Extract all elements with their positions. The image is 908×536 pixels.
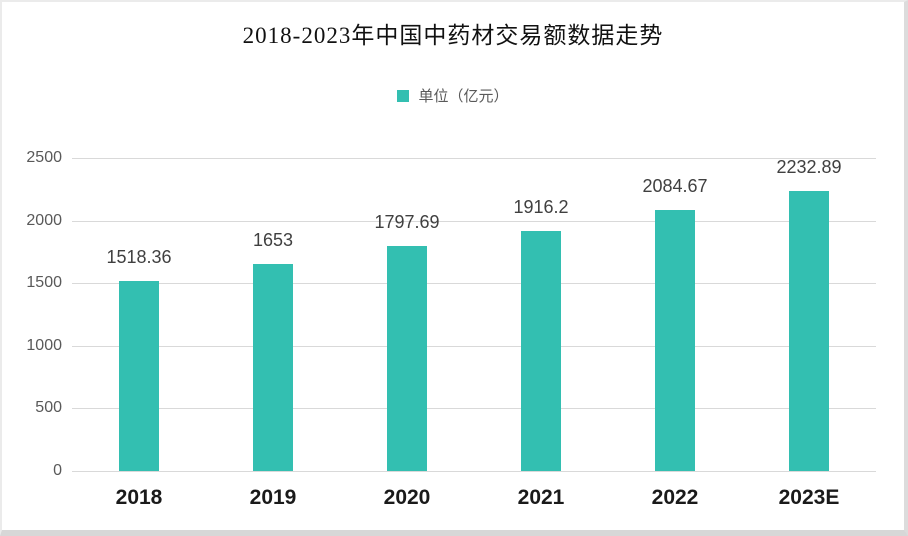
bar-2023E: [789, 191, 829, 471]
plot-area: 1518.36 1653 1797.69 1916.2 2084.67 2232.89: [72, 157, 876, 472]
bar-series: 1518.36 1653 1797.69 1916.2 2084.67 2232.89: [72, 157, 876, 471]
legend-swatch-icon: [397, 89, 410, 102]
bar-value-label-2020: 1797.69: [374, 211, 440, 232]
bar-value-label-2022: 2084.67: [642, 176, 708, 196]
y-tick-label-2000: 2000: [26, 211, 62, 229]
y-tick-label-500: 500: [35, 399, 62, 417]
bar-value-label-2023E: 2232.89: [776, 157, 842, 178]
bar-slot-2020: 1797.69: [340, 158, 474, 471]
legend: 单位（亿元）: [2, 85, 904, 106]
gridline-2500: [72, 158, 876, 159]
bar-2020: [387, 245, 427, 471]
x-tick-label-2019: 2019: [249, 486, 297, 509]
bar-value-label-2018: 1518.36: [106, 246, 172, 267]
gridline-0: [72, 471, 876, 472]
y-tick-label-2500: 2500: [26, 149, 62, 166]
x-tick-label-2018: 2018: [115, 486, 163, 509]
gridline-1500: [72, 283, 876, 285]
bar-2019: [253, 264, 293, 471]
chart-title: 2018-2023年中国中药材交易额数据走势: [242, 23, 664, 48]
y-tick-label-0: 0: [53, 462, 62, 479]
bar-slot-2019: 1653: [206, 158, 340, 471]
y-axis-tick-labels: 0 500 1000 1500 2000 2500: [2, 149, 62, 479]
bar-value-label-2019: 1653: [252, 230, 294, 250]
gridline-2000: [72, 220, 876, 222]
x-tick-label-2021: 2021: [517, 486, 565, 509]
legend-label: 单位（亿元）: [418, 88, 509, 105]
bar-2021: [521, 231, 561, 471]
bar-slot-2022: 2084.67: [608, 158, 742, 471]
bar-2022: [655, 210, 695, 471]
gridline-500: [72, 408, 876, 410]
x-tick-label-2022: 2022: [651, 486, 699, 509]
bar-slot-2018: 1518.36: [72, 158, 206, 471]
y-tick-label-1000: 1000: [26, 336, 62, 354]
y-tick-label-1500: 1500: [26, 274, 62, 292]
bar-slot-2021: 1916.2: [474, 158, 608, 471]
x-axis-tick-labels: 2018 2019 2020 2021 2022 2023E: [72, 486, 876, 510]
x-tick-label-2020: 2020: [383, 486, 431, 509]
bar-value-label-2021: 1916.2: [513, 197, 569, 218]
bar-2018: [119, 280, 159, 471]
bar-slot-2023E: 2232.89: [742, 157, 876, 471]
x-tick-label-2023E: 2023E: [778, 486, 840, 509]
gridline-1000: [72, 345, 876, 347]
